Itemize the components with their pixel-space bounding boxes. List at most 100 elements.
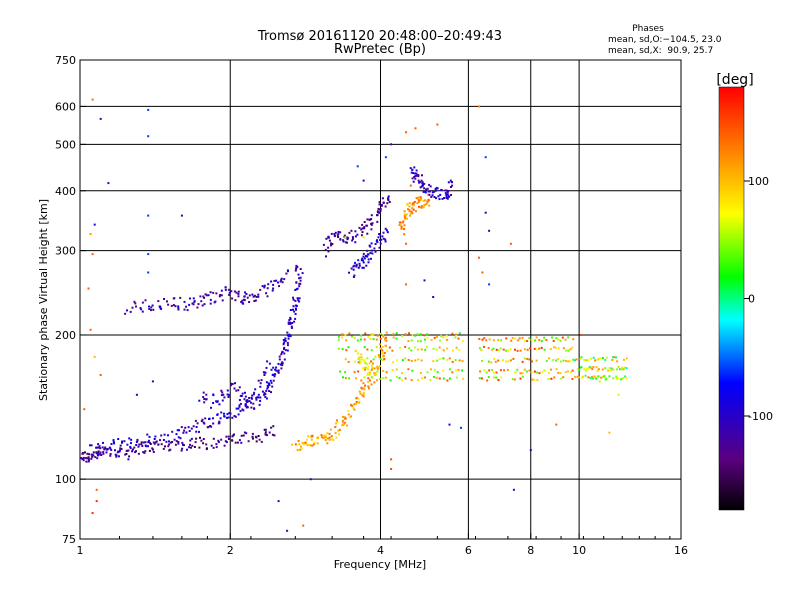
data-point — [342, 240, 345, 243]
data-point — [174, 305, 177, 308]
data-point — [419, 340, 422, 343]
data-point — [416, 197, 419, 200]
data-point — [238, 439, 241, 442]
data-point — [281, 350, 284, 353]
data-point — [228, 394, 231, 397]
data-point — [181, 447, 184, 450]
data-point — [337, 338, 340, 341]
stats-heading: Phases — [632, 24, 664, 34]
data-point — [499, 369, 502, 372]
data-point — [258, 403, 261, 406]
data-point — [492, 371, 495, 374]
data-point — [162, 447, 165, 450]
data-point — [584, 374, 587, 377]
data-point — [497, 339, 500, 342]
data-point — [376, 214, 378, 217]
data-point — [461, 340, 464, 343]
data-point — [441, 197, 444, 200]
data-point — [253, 300, 256, 302]
data-point — [347, 410, 350, 413]
data-point — [119, 444, 122, 447]
data-point — [218, 295, 221, 298]
data-point — [253, 294, 256, 297]
data-point — [422, 204, 425, 207]
data-point — [381, 346, 384, 349]
data-point — [252, 402, 255, 405]
data-point — [255, 398, 258, 401]
data-point — [97, 450, 100, 453]
data-point — [241, 392, 244, 395]
data-point — [370, 349, 373, 352]
data-point — [203, 401, 206, 404]
data-point — [360, 259, 363, 262]
data-point — [326, 432, 329, 435]
data-point — [569, 360, 572, 363]
data-point — [425, 203, 428, 205]
data-point — [248, 400, 251, 403]
data-point — [362, 236, 365, 239]
data-point — [370, 223, 373, 226]
data-point — [292, 305, 295, 308]
data-point — [584, 369, 587, 372]
data-point — [362, 266, 365, 269]
data-point — [583, 368, 586, 371]
data-point — [420, 205, 423, 208]
data-point — [418, 205, 420, 208]
data-point — [363, 388, 366, 391]
data-point — [203, 296, 206, 299]
data-point — [212, 394, 215, 397]
data-point — [366, 357, 369, 360]
data-point — [442, 369, 445, 372]
data-point — [462, 377, 465, 380]
data-point — [549, 348, 552, 351]
data-point — [167, 445, 170, 448]
data-point — [530, 371, 533, 374]
data-point — [126, 309, 128, 312]
data-point — [272, 373, 275, 376]
data-point — [119, 449, 121, 452]
data-point — [543, 336, 546, 339]
data-point — [298, 277, 301, 280]
data-point — [266, 434, 268, 437]
data-point — [370, 368, 373, 371]
data-point — [290, 327, 293, 329]
data-point — [409, 167, 412, 170]
data-point — [442, 336, 445, 339]
data-point — [163, 433, 166, 436]
data-point — [264, 431, 267, 434]
data-point — [426, 199, 429, 202]
data-point — [201, 418, 204, 421]
data-point — [140, 443, 143, 446]
data-point — [364, 366, 367, 369]
data-point — [81, 452, 84, 455]
data-point — [354, 360, 357, 363]
data-point — [112, 439, 115, 442]
data-point — [341, 336, 343, 339]
data-point — [483, 369, 486, 372]
data-point — [286, 331, 289, 334]
data-point — [398, 224, 401, 226]
data-point — [398, 221, 401, 224]
data-point — [488, 338, 491, 341]
data-point — [407, 368, 410, 371]
data-point — [295, 308, 297, 311]
data-point — [422, 200, 425, 203]
data-point — [99, 374, 102, 376]
data-point — [447, 195, 450, 198]
data-point — [342, 419, 345, 422]
data-point — [157, 443, 160, 446]
data-point — [196, 306, 199, 309]
data-point — [405, 242, 407, 245]
data-point — [352, 268, 355, 271]
data-point — [625, 357, 628, 360]
data-point — [336, 421, 339, 424]
data-point — [410, 339, 413, 342]
data-point — [497, 349, 500, 352]
data-point — [507, 360, 510, 363]
data-point — [296, 297, 299, 300]
data-point — [204, 293, 207, 296]
data-point — [144, 450, 147, 453]
data-point — [333, 235, 336, 238]
data-point — [95, 452, 98, 455]
data-point — [580, 356, 583, 359]
